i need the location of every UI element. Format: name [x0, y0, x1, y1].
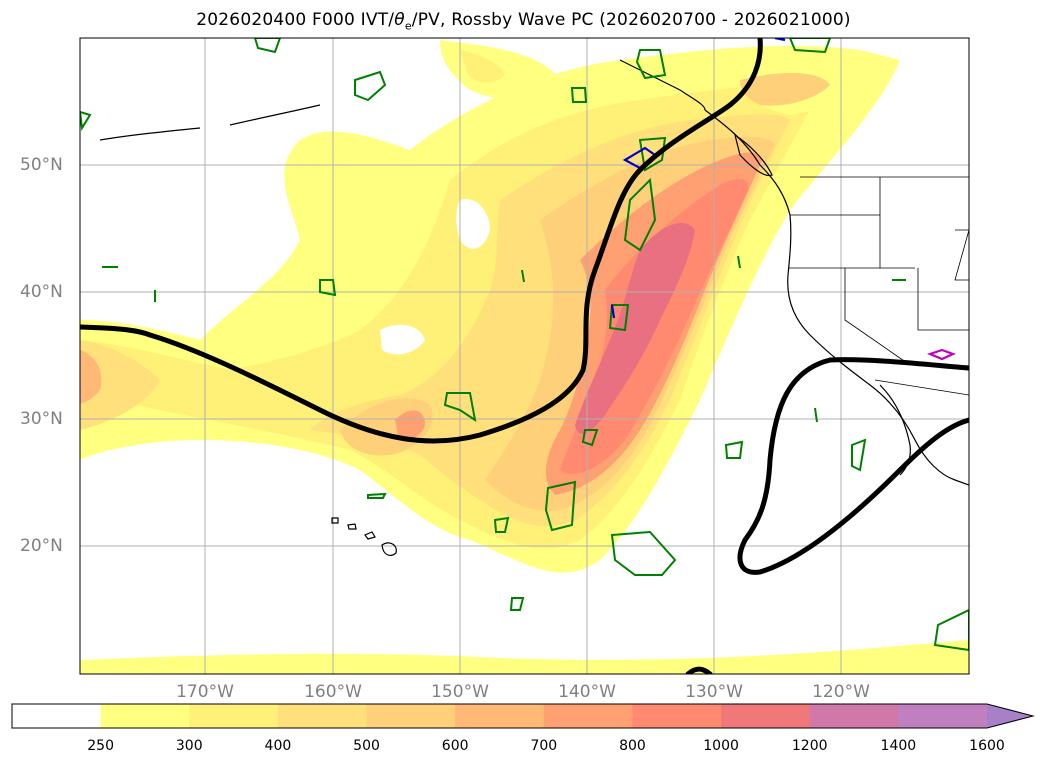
pv-contour [443, 392, 477, 423]
lat-label-50n: 50°N [20, 155, 63, 175]
colorbar-cell [721, 704, 811, 728]
colorbar-outline [11, 703, 1035, 729]
map-frame [79, 37, 970, 675]
colorbar-cell [898, 704, 988, 728]
coastline-baja [879, 384, 911, 476]
ivt-contour-west-400 [80, 340, 160, 430]
colorbar-tick-label: 250 [87, 738, 114, 754]
ivt-contour-north-300 [460, 50, 505, 83]
pv-contour [788, 38, 832, 54]
hawaii-oahu [347, 523, 357, 530]
lon-label-140w: 140°W [558, 682, 616, 702]
pv-contour [814, 407, 818, 423]
coastline-north-america [704, 109, 969, 486]
ivt-hole-white-2 [380, 324, 425, 355]
pv-contour [933, 608, 969, 652]
coastline-alaska-panhandle [619, 59, 706, 111]
colorbar-cell [455, 704, 545, 728]
ivt-hole-white-1 [456, 199, 490, 249]
coastlines [99, 59, 969, 556]
colorbar-cell [12, 704, 102, 728]
ivt-contour-1000 [575, 222, 695, 434]
rossby-contour-main [80, 38, 763, 444]
chart-title: 2026020400 F000 IVT/θe/PV, Rossby Wave P… [196, 10, 851, 33]
pv-contour [493, 516, 510, 533]
colorbar-extend-arrow [987, 704, 1033, 728]
colorbar [11, 703, 1035, 729]
pv-contour [544, 480, 577, 532]
pv-contour [610, 530, 677, 576]
ivt-contour-ne-400 [740, 73, 830, 106]
lon-label-170w: 170°W [176, 682, 234, 702]
rossby-contour-bottom [685, 666, 713, 674]
weather-map [79, 37, 970, 675]
pv-contour [509, 597, 525, 611]
colorbar-cell [632, 704, 722, 728]
hawaii-big-island [381, 542, 397, 556]
pv-contour [367, 492, 387, 499]
colorbar-tick-label: 1600 [969, 738, 1005, 754]
colorbar-cell [100, 704, 190, 728]
hawaii-kauai [331, 517, 339, 524]
colorbar-tick-label: 700 [530, 738, 558, 754]
border-nv-ut [917, 268, 969, 331]
ivt-contour-west-600 [80, 350, 102, 404]
lat-label-30n: 30°N [20, 409, 63, 429]
border-co [954, 229, 969, 281]
political-borders [788, 176, 969, 396]
ivt-contour-bottom-250 [80, 640, 969, 674]
pv-contour [635, 49, 667, 80]
pv-contour-magenta [926, 348, 956, 361]
pv-contours-green [80, 38, 969, 652]
ivt-contour-central-700 [395, 410, 425, 439]
pv-contour [608, 304, 630, 332]
lat-label-20n: 20°N [20, 536, 63, 556]
lon-label-120w: 120°W [812, 682, 870, 702]
pv-contour [724, 440, 744, 459]
border-ca-nv [844, 268, 911, 366]
pv-contour [638, 136, 667, 172]
lon-label-150w: 150°W [431, 682, 489, 702]
rossby-contour-east-loop [737, 357, 969, 575]
hawaii-maui [364, 531, 376, 540]
colorbar-cell [366, 704, 456, 728]
pv-contour [80, 110, 92, 131]
colorbar-tick-label: 400 [264, 738, 292, 754]
lon-label-130w: 130°W [685, 682, 743, 702]
colorbar-tick-label: 1400 [880, 738, 917, 754]
pv-contour [851, 438, 867, 472]
colorbar-tick-label: 800 [619, 738, 646, 754]
pv-contour [570, 87, 588, 103]
pv-contour [623, 177, 657, 252]
pv-contour [581, 429, 599, 447]
colorbar-cell [277, 704, 368, 728]
pv-contour [319, 279, 337, 297]
coastline-aleutian [99, 104, 321, 141]
colorbar-tick-label: 600 [441, 738, 469, 754]
pv-contour [354, 70, 387, 102]
colorbar-tick-label: 1200 [791, 738, 828, 754]
pv-contours-magenta [926, 348, 956, 361]
ivt-field [80, 40, 969, 674]
pv-contour-blue [610, 304, 616, 319]
pv-contour [521, 269, 525, 283]
border-us-mexico [874, 379, 969, 396]
colorbar-cells [12, 704, 988, 728]
rossby-wave-contours [80, 38, 969, 674]
graticule [80, 38, 969, 674]
colorbar-cell [189, 704, 279, 728]
colorbar-cell [543, 704, 633, 728]
colorbar-tick-label: 1000 [703, 738, 739, 754]
colorbar-cell [809, 704, 899, 728]
island-vancouver [734, 133, 773, 177]
lon-label-160w: 160°W [304, 682, 362, 702]
pv-contour [253, 38, 282, 54]
lat-label-40n: 40°N [20, 282, 63, 302]
colorbar-tick-label: 300 [175, 738, 203, 754]
pv-contour [737, 255, 741, 269]
colorbar-tick-label: 500 [353, 738, 380, 754]
